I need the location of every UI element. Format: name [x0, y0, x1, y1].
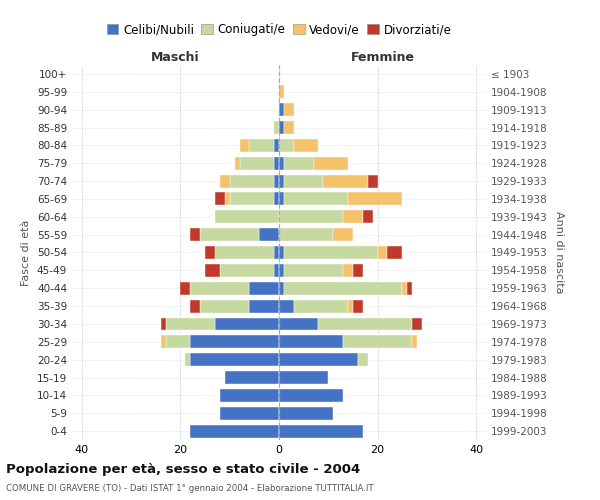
Bar	[294, 139, 319, 152]
Bar	[353, 300, 363, 312]
Legend: Celibi/Nubili, Coniugati/e, Vedovi/e, Divorziati/e: Celibi/Nubili, Coniugati/e, Vedovi/e, Di…	[102, 18, 456, 41]
Bar	[294, 300, 348, 312]
Bar	[388, 246, 402, 259]
Bar	[274, 121, 279, 134]
Bar	[215, 246, 274, 259]
Bar	[363, 210, 373, 223]
Bar	[259, 228, 279, 241]
Bar	[220, 264, 274, 277]
Bar	[279, 407, 333, 420]
Bar	[220, 407, 279, 420]
Bar	[181, 282, 190, 294]
Bar	[250, 139, 274, 152]
Bar	[279, 210, 343, 223]
Bar	[377, 246, 388, 259]
Bar	[200, 228, 259, 241]
Bar	[274, 264, 279, 277]
Bar	[284, 246, 377, 259]
Bar	[279, 192, 284, 205]
Y-axis label: Fasce di età: Fasce di età	[22, 220, 31, 286]
Bar	[279, 246, 284, 259]
Bar	[215, 192, 225, 205]
Bar	[279, 424, 363, 438]
Bar	[348, 300, 353, 312]
Bar	[279, 264, 284, 277]
Bar	[284, 282, 402, 294]
Bar	[284, 264, 343, 277]
Bar	[279, 336, 343, 348]
Bar	[412, 336, 417, 348]
Bar	[190, 336, 279, 348]
Bar	[279, 318, 319, 330]
Bar	[407, 282, 412, 294]
Bar	[205, 246, 215, 259]
Bar	[319, 318, 412, 330]
Bar	[343, 264, 353, 277]
Bar	[279, 389, 343, 402]
Bar	[343, 210, 363, 223]
Bar	[279, 157, 284, 170]
Bar	[161, 336, 166, 348]
Bar	[279, 300, 294, 312]
Bar	[250, 300, 279, 312]
Y-axis label: Anni di nascita: Anni di nascita	[554, 211, 564, 294]
Bar	[358, 353, 368, 366]
Bar	[274, 246, 279, 259]
Bar	[239, 139, 250, 152]
Bar	[220, 174, 230, 188]
Bar	[230, 174, 274, 188]
Bar	[225, 371, 279, 384]
Text: Popolazione per età, sesso e stato civile - 2004: Popolazione per età, sesso e stato civil…	[6, 462, 360, 475]
Bar	[412, 318, 422, 330]
Bar	[368, 174, 377, 188]
Bar	[200, 300, 250, 312]
Bar	[279, 282, 284, 294]
Bar	[353, 264, 363, 277]
Bar	[250, 282, 279, 294]
Bar	[279, 121, 284, 134]
Bar	[402, 282, 407, 294]
Bar	[279, 371, 328, 384]
Bar	[190, 282, 250, 294]
Bar	[284, 103, 294, 116]
Bar	[205, 264, 220, 277]
Bar	[279, 353, 358, 366]
Bar	[279, 174, 284, 188]
Bar	[343, 336, 412, 348]
Bar	[185, 353, 190, 366]
Bar	[284, 192, 348, 205]
Bar	[279, 228, 333, 241]
Bar	[279, 139, 294, 152]
Bar	[284, 174, 323, 188]
Bar	[274, 174, 279, 188]
Bar	[274, 157, 279, 170]
Bar	[166, 318, 215, 330]
Bar	[274, 192, 279, 205]
Bar	[166, 336, 190, 348]
Bar	[348, 192, 402, 205]
Bar	[190, 353, 279, 366]
Bar	[279, 86, 284, 98]
Bar	[323, 174, 368, 188]
Bar	[190, 228, 200, 241]
Bar	[239, 157, 274, 170]
Text: COMUNE DI GRAVERE (TO) - Dati ISTAT 1° gennaio 2004 - Elaborazione TUTTITALIA.IT: COMUNE DI GRAVERE (TO) - Dati ISTAT 1° g…	[6, 484, 374, 493]
Bar	[230, 192, 274, 205]
Bar	[284, 157, 314, 170]
Bar	[215, 318, 279, 330]
Bar	[161, 318, 166, 330]
Bar	[225, 192, 230, 205]
Bar	[274, 139, 279, 152]
Bar	[235, 157, 239, 170]
Bar	[279, 103, 284, 116]
Bar	[190, 300, 200, 312]
Bar	[314, 157, 348, 170]
Bar	[333, 228, 353, 241]
Bar	[220, 389, 279, 402]
Text: Maschi: Maschi	[151, 51, 200, 64]
Text: Femmine: Femmine	[350, 51, 415, 64]
Bar	[215, 210, 279, 223]
Bar	[284, 121, 294, 134]
Bar	[190, 424, 279, 438]
